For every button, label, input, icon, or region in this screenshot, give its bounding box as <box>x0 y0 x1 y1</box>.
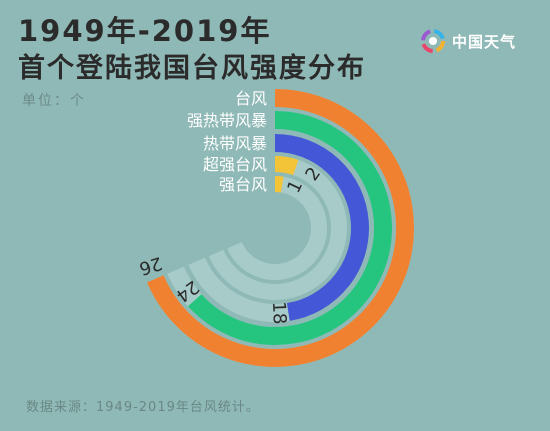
value-label-2: 18 <box>268 301 290 325</box>
source-note: 数据来源：1949-2019年台风统计。 <box>26 400 260 415</box>
bar-4 <box>274 175 284 193</box>
track-4 <box>227 176 327 280</box>
category-label-1: 强热带风暴 <box>187 111 267 130</box>
brand-logo: 中国天气 <box>420 28 516 54</box>
category-label-4: 强台风 <box>219 175 267 194</box>
bar-1 <box>188 111 392 345</box>
brand-name: 中国天气 <box>452 32 517 51</box>
page-title-line1: 1949年-2019年 <box>18 14 272 48</box>
swirl-logo-icon <box>420 28 446 54</box>
category-label-0: 台风 <box>235 89 267 108</box>
value-label-0: 26 <box>137 252 165 279</box>
bar-3 <box>274 156 299 176</box>
bar-2 <box>274 134 369 321</box>
bar-0 <box>147 89 414 367</box>
category-label-2: 热带风暴 <box>203 134 267 153</box>
unit-label: 单位：个 <box>22 93 86 109</box>
page-title-line2: 首个登陆我国台风强度分布 <box>18 53 366 84</box>
category-label-3: 超强台风 <box>203 155 267 174</box>
track-3 <box>208 156 347 300</box>
